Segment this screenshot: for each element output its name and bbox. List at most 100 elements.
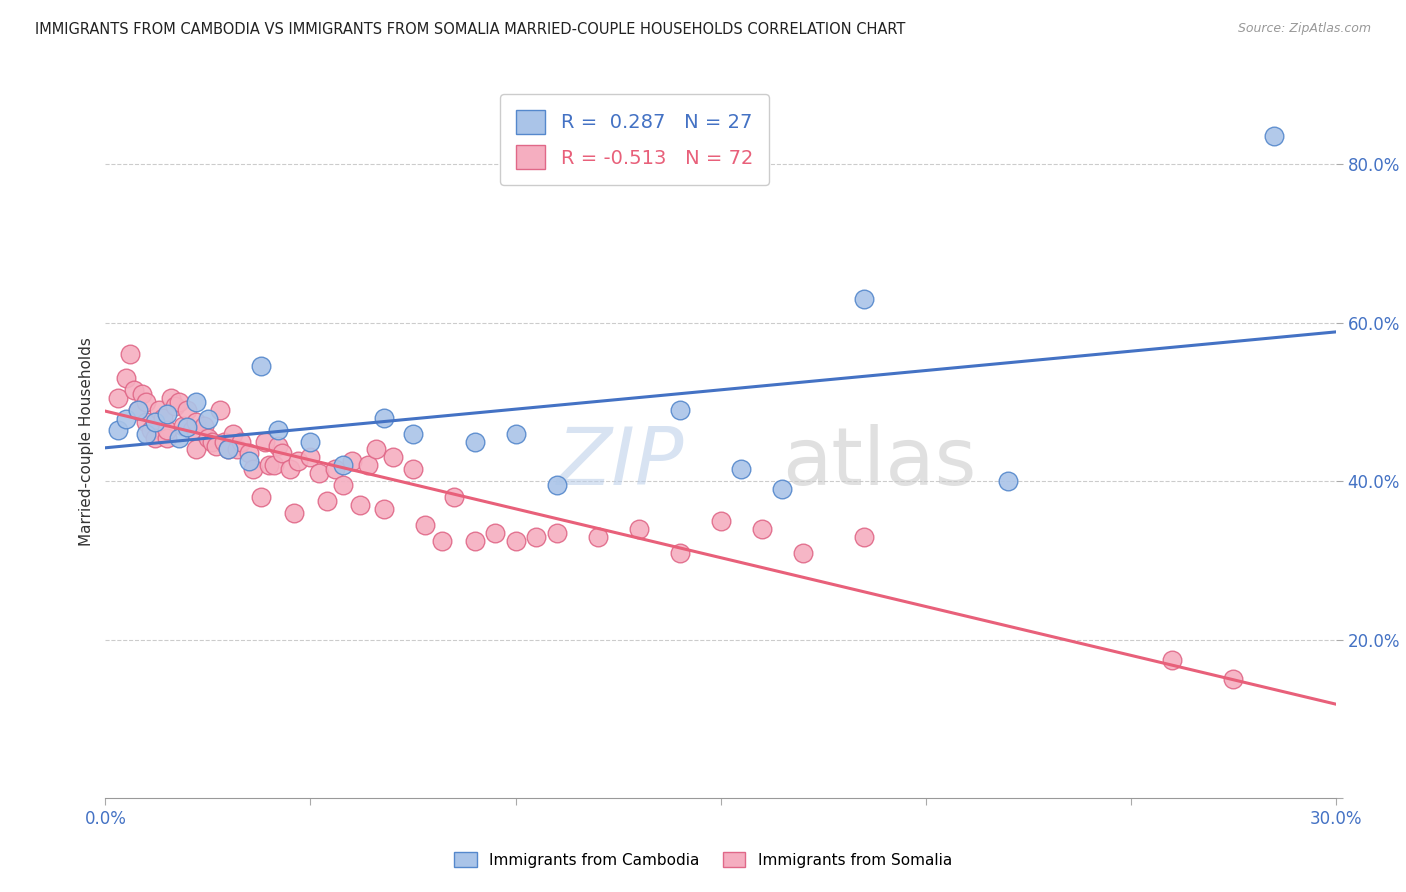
Point xyxy=(184,442,207,457)
Point xyxy=(366,442,388,457)
Legend: R =  0.287   N = 27, R = -0.513   N = 72: R = 0.287 N = 27, R = -0.513 N = 72 xyxy=(501,95,769,185)
Point xyxy=(238,454,260,468)
Point xyxy=(214,434,236,449)
Point xyxy=(853,292,876,306)
Text: IMMIGRANTS FROM CAMBODIA VS IMMIGRANTS FROM SOMALIA MARRIED-COUPLE HOUSEHOLDS CO: IMMIGRANTS FROM CAMBODIA VS IMMIGRANTS F… xyxy=(35,22,905,37)
Point xyxy=(127,402,149,417)
Point xyxy=(287,454,309,468)
Point xyxy=(1263,129,1285,144)
Point xyxy=(135,415,157,429)
Point xyxy=(156,407,179,421)
Point xyxy=(184,395,207,409)
Point xyxy=(115,371,138,385)
Point xyxy=(165,399,187,413)
Point xyxy=(586,530,609,544)
Point xyxy=(430,533,453,548)
Point xyxy=(238,446,260,460)
Point xyxy=(505,426,527,441)
Point xyxy=(169,395,191,409)
Point xyxy=(484,525,506,540)
Point xyxy=(143,431,166,445)
Point xyxy=(853,530,876,544)
Point xyxy=(267,438,290,452)
Point xyxy=(464,533,486,548)
Point xyxy=(770,482,793,496)
Point xyxy=(270,446,292,460)
Text: Source: ZipAtlas.com: Source: ZipAtlas.com xyxy=(1237,22,1371,36)
Point xyxy=(299,450,322,465)
Point xyxy=(668,402,690,417)
Point xyxy=(139,423,162,437)
Point xyxy=(710,514,733,528)
Point xyxy=(308,467,330,481)
Point xyxy=(143,415,166,429)
Point xyxy=(242,462,264,476)
Legend: Immigrants from Cambodia, Immigrants from Somalia: Immigrants from Cambodia, Immigrants fro… xyxy=(447,844,959,875)
Y-axis label: Married-couple Households: Married-couple Households xyxy=(79,337,94,546)
Point xyxy=(107,391,129,405)
Point xyxy=(1160,652,1182,666)
Text: atlas: atlas xyxy=(782,424,976,502)
Point xyxy=(176,420,198,434)
Point xyxy=(135,426,157,441)
Point xyxy=(259,458,281,473)
Point xyxy=(357,458,380,473)
Point xyxy=(464,434,486,449)
Point xyxy=(197,431,219,445)
Point xyxy=(160,391,183,405)
Point xyxy=(218,442,240,457)
Point xyxy=(278,462,301,476)
Point xyxy=(443,490,465,504)
Point xyxy=(299,434,322,449)
Point xyxy=(267,423,290,437)
Point xyxy=(332,478,354,492)
Point xyxy=(107,423,129,437)
Point xyxy=(415,517,437,532)
Point xyxy=(373,502,395,516)
Point xyxy=(176,402,198,417)
Point xyxy=(332,458,354,473)
Point xyxy=(402,426,425,441)
Point xyxy=(751,522,773,536)
Point xyxy=(197,412,219,426)
Point xyxy=(135,395,157,409)
Point xyxy=(381,450,404,465)
Point xyxy=(373,410,395,425)
Point xyxy=(505,533,527,548)
Point xyxy=(340,454,363,468)
Point xyxy=(402,462,425,476)
Point xyxy=(180,423,202,437)
Point xyxy=(209,402,232,417)
Point xyxy=(1222,673,1244,687)
Point xyxy=(254,434,277,449)
Point xyxy=(250,490,273,504)
Point xyxy=(120,347,141,361)
Point xyxy=(349,498,371,512)
Point xyxy=(263,458,285,473)
Point xyxy=(152,410,174,425)
Point xyxy=(156,431,179,445)
Point xyxy=(225,442,247,457)
Point xyxy=(792,545,814,559)
Point xyxy=(546,478,568,492)
Point xyxy=(730,462,752,476)
Point xyxy=(283,506,305,520)
Point xyxy=(627,522,650,536)
Point xyxy=(229,434,252,449)
Point xyxy=(184,415,207,429)
Point xyxy=(668,545,690,559)
Point xyxy=(169,431,191,445)
Point xyxy=(148,402,170,417)
Point xyxy=(172,418,194,433)
Point xyxy=(250,359,273,374)
Point xyxy=(201,434,224,449)
Point xyxy=(997,474,1019,488)
Point xyxy=(122,383,145,397)
Point xyxy=(524,530,547,544)
Point xyxy=(127,402,149,417)
Point xyxy=(156,423,179,437)
Point xyxy=(323,462,346,476)
Point xyxy=(221,426,243,441)
Point xyxy=(205,438,228,452)
Point xyxy=(193,418,215,433)
